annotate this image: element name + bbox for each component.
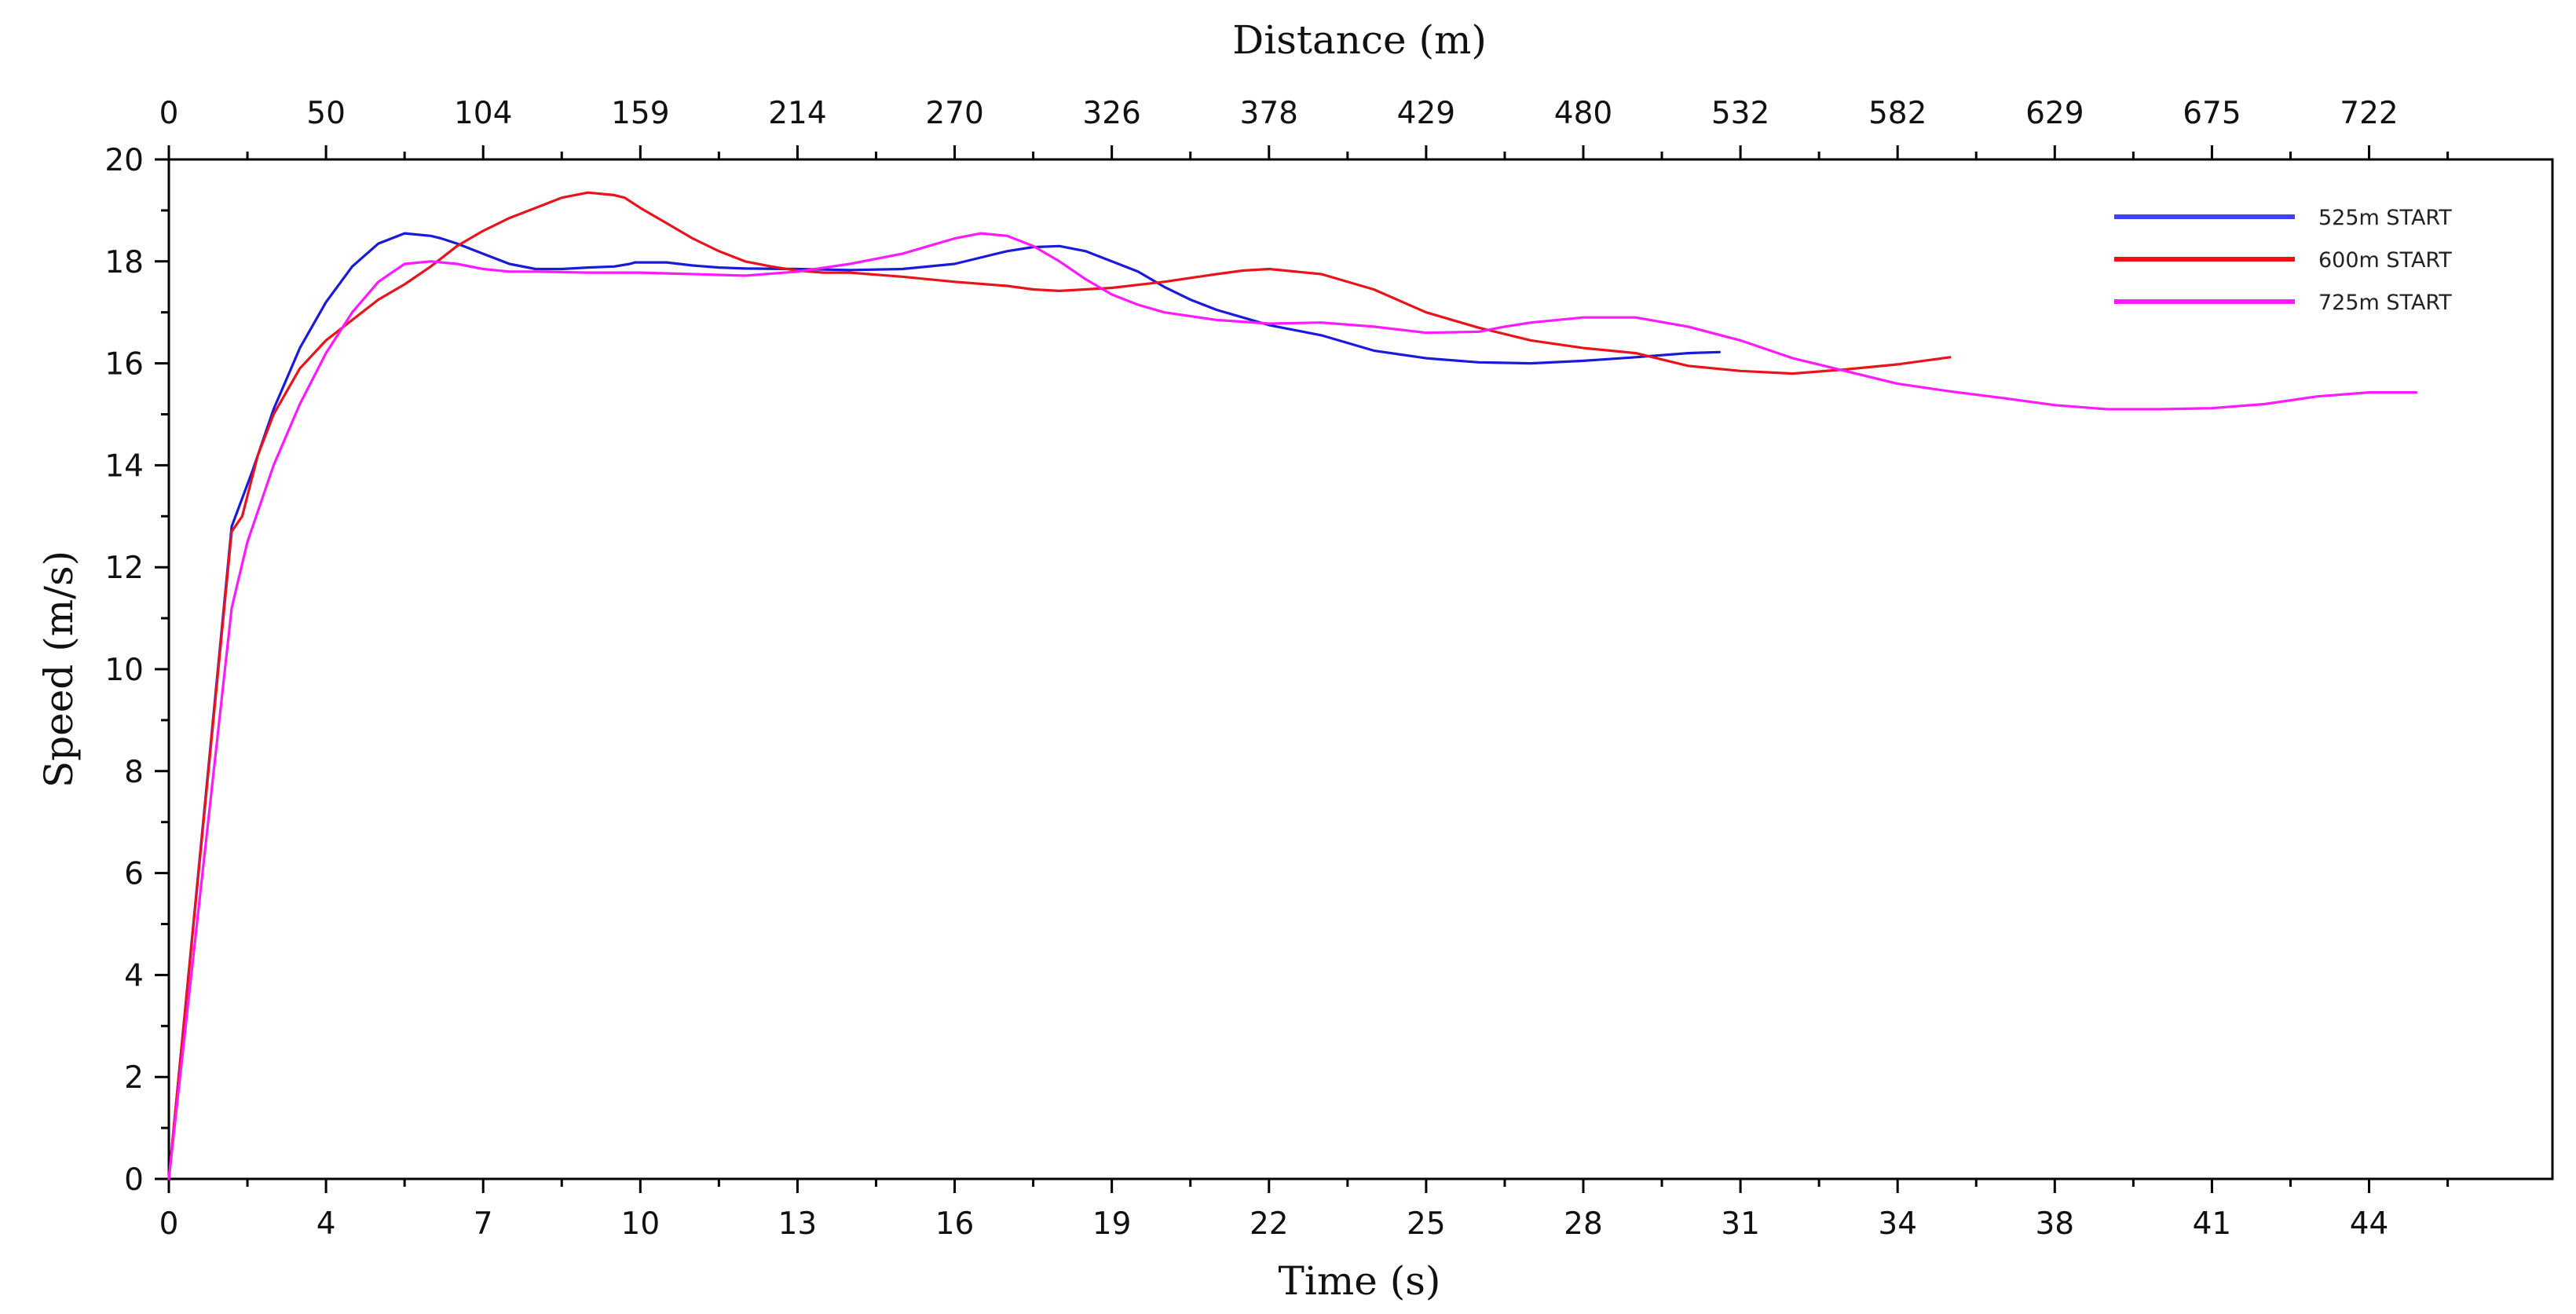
x-tick-label: 28 bbox=[1564, 1206, 1603, 1242]
y-tick-label: 6 bbox=[124, 857, 144, 892]
y-tick-label: 8 bbox=[124, 755, 144, 790]
series-layer bbox=[167, 191, 2418, 1180]
x-tick-label: 38 bbox=[2035, 1206, 2074, 1242]
x-tick-label: 19 bbox=[1092, 1206, 1132, 1242]
x2-tick-label: 270 bbox=[925, 96, 983, 131]
y-tick-label: 4 bbox=[124, 958, 144, 994]
x-tick-label: 7 bbox=[474, 1206, 493, 1242]
x2-tick-label: 480 bbox=[1554, 96, 1612, 131]
y-tick-label: 2 bbox=[124, 1060, 144, 1096]
series-line-2 bbox=[167, 191, 1952, 1180]
x2-tick-label: 429 bbox=[1397, 96, 1455, 131]
x-tick-label: 25 bbox=[1407, 1206, 1446, 1242]
x-tick-label: 41 bbox=[2193, 1206, 2232, 1242]
x2-tick-label: 326 bbox=[1082, 96, 1140, 131]
x-tick-label: 44 bbox=[2350, 1206, 2389, 1242]
y-tick-label: 0 bbox=[124, 1162, 144, 1198]
y-axis-title: Speed (m/s) bbox=[36, 551, 82, 788]
x-tick-label: 34 bbox=[1878, 1206, 1917, 1242]
x-axis-title: Time (s) bbox=[1279, 1258, 1441, 1304]
legend: 525m START 600m START 725m START bbox=[2114, 206, 2452, 315]
x2-tick-label: 722 bbox=[2340, 96, 2398, 131]
x2-tick-label: 159 bbox=[611, 96, 669, 131]
series-line-1 bbox=[167, 232, 1721, 1180]
y-tick-label: 12 bbox=[104, 551, 144, 586]
x-tick-label: 4 bbox=[317, 1206, 336, 1242]
legend-label-3: 725m START bbox=[2318, 291, 2452, 315]
x2-tick-label: 50 bbox=[306, 96, 346, 131]
x2-tick-label: 629 bbox=[2025, 96, 2084, 131]
x2-tick-label: 214 bbox=[768, 96, 826, 131]
x-tick-label: 0 bbox=[159, 1206, 179, 1242]
y-tick-label: 14 bbox=[104, 448, 144, 484]
y-tick-label: 16 bbox=[104, 347, 144, 382]
x-axis-ticks: 0 4 7 10 13 16 19 22 25 28 31 34 38 41 44 bbox=[159, 1179, 2450, 1242]
y-tick-label: 20 bbox=[104, 143, 144, 178]
y-tick-label: 10 bbox=[104, 653, 144, 688]
legend-label-1: 525m START bbox=[2318, 206, 2452, 230]
x2-tick-label: 582 bbox=[1868, 96, 1927, 131]
x-tick-label: 22 bbox=[1250, 1206, 1289, 1242]
y-tick-label: 18 bbox=[104, 245, 144, 280]
x2-tick-label: 378 bbox=[1240, 96, 1298, 131]
x2-tick-label: 675 bbox=[2183, 96, 2241, 131]
x-tick-label: 16 bbox=[935, 1206, 975, 1242]
legend-label-2: 600m START bbox=[2318, 248, 2452, 273]
x2-tick-label: 104 bbox=[454, 96, 512, 131]
x2-tick-label: 532 bbox=[1711, 96, 1769, 131]
x-tick-label: 13 bbox=[778, 1206, 818, 1242]
x2-axis-title: Distance (m) bbox=[1232, 17, 1487, 63]
x2-tick-label: 0 bbox=[159, 96, 179, 131]
y-axis-ticks: 0 2 4 6 8 10 12 14 16 18 20 bbox=[104, 143, 169, 1198]
series-line-3 bbox=[167, 232, 2418, 1180]
x-tick-label: 10 bbox=[621, 1206, 660, 1242]
plot-frame bbox=[167, 158, 2554, 1180]
x2-axis-ticks: 0 50 104 159 214 270 326 378 429 480 532 582 629 675 7… bbox=[159, 96, 2450, 159]
x-tick-label: 31 bbox=[1721, 1206, 1760, 1242]
